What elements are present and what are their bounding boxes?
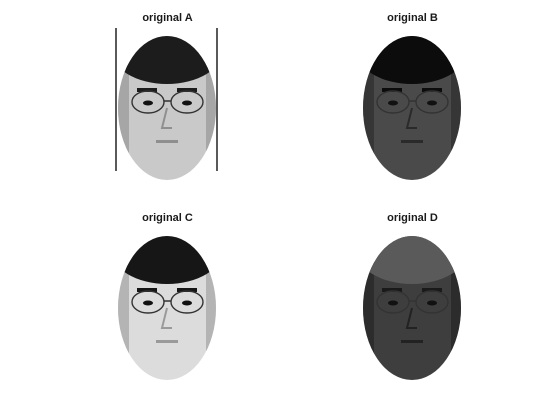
face-shade-right bbox=[451, 36, 461, 180]
glasses-lens-left bbox=[376, 90, 410, 114]
hair bbox=[363, 236, 461, 284]
glasses-lens-left bbox=[376, 290, 410, 314]
panel-original-c: original C bbox=[95, 212, 240, 382]
panel-original-b: original B bbox=[340, 12, 485, 182]
eyebrow-right bbox=[422, 88, 442, 92]
panel-original-a: original A bbox=[95, 12, 240, 182]
nose bbox=[160, 107, 172, 129]
eye-right bbox=[427, 100, 437, 106]
glasses-lens-right bbox=[170, 90, 204, 114]
face-image-c bbox=[118, 236, 216, 380]
eye-left bbox=[143, 300, 153, 306]
glasses-lens-right bbox=[170, 290, 204, 314]
glasses-lens-right bbox=[415, 290, 449, 314]
eyebrow-right bbox=[177, 88, 197, 92]
mouth bbox=[156, 340, 178, 343]
eyebrow-right bbox=[422, 288, 442, 292]
eye-right bbox=[182, 300, 192, 306]
nose bbox=[405, 307, 417, 329]
eyebrow-left bbox=[382, 288, 402, 292]
face-image-d bbox=[363, 236, 461, 380]
nose bbox=[160, 307, 172, 329]
eyebrow-left bbox=[382, 88, 402, 92]
eye-left bbox=[143, 100, 153, 106]
face-image-a bbox=[115, 28, 218, 180]
face-shade-right bbox=[451, 236, 461, 380]
hair bbox=[118, 36, 216, 84]
glasses-lens-right bbox=[415, 90, 449, 114]
panel-title-a: original A bbox=[142, 12, 193, 24]
eye-left bbox=[388, 300, 398, 306]
mouth bbox=[401, 140, 423, 143]
panel-title-d: original D bbox=[387, 212, 438, 224]
panel-title-c: original C bbox=[142, 212, 193, 224]
glasses-lens-left bbox=[131, 290, 165, 314]
face-shade-left bbox=[118, 236, 129, 380]
face-shade-left bbox=[363, 36, 374, 180]
hair bbox=[118, 236, 216, 284]
hair bbox=[363, 36, 461, 84]
face-image-b bbox=[363, 36, 461, 180]
eyebrow-right bbox=[177, 288, 197, 292]
face-shade-left bbox=[118, 36, 129, 180]
glasses-lens-left bbox=[131, 90, 165, 114]
panel-original-d: original D bbox=[340, 212, 485, 382]
eyebrow-left bbox=[137, 288, 157, 292]
face-shade-right bbox=[206, 236, 216, 380]
eye-right bbox=[427, 300, 437, 306]
eye-left bbox=[388, 100, 398, 106]
mouth bbox=[401, 340, 423, 343]
nose bbox=[405, 107, 417, 129]
panel-title-b: original B bbox=[387, 12, 438, 24]
face-shade-left bbox=[363, 236, 374, 380]
eyebrow-left bbox=[137, 88, 157, 92]
face-shade-right bbox=[206, 36, 216, 180]
mouth bbox=[156, 140, 178, 143]
eye-right bbox=[182, 100, 192, 106]
